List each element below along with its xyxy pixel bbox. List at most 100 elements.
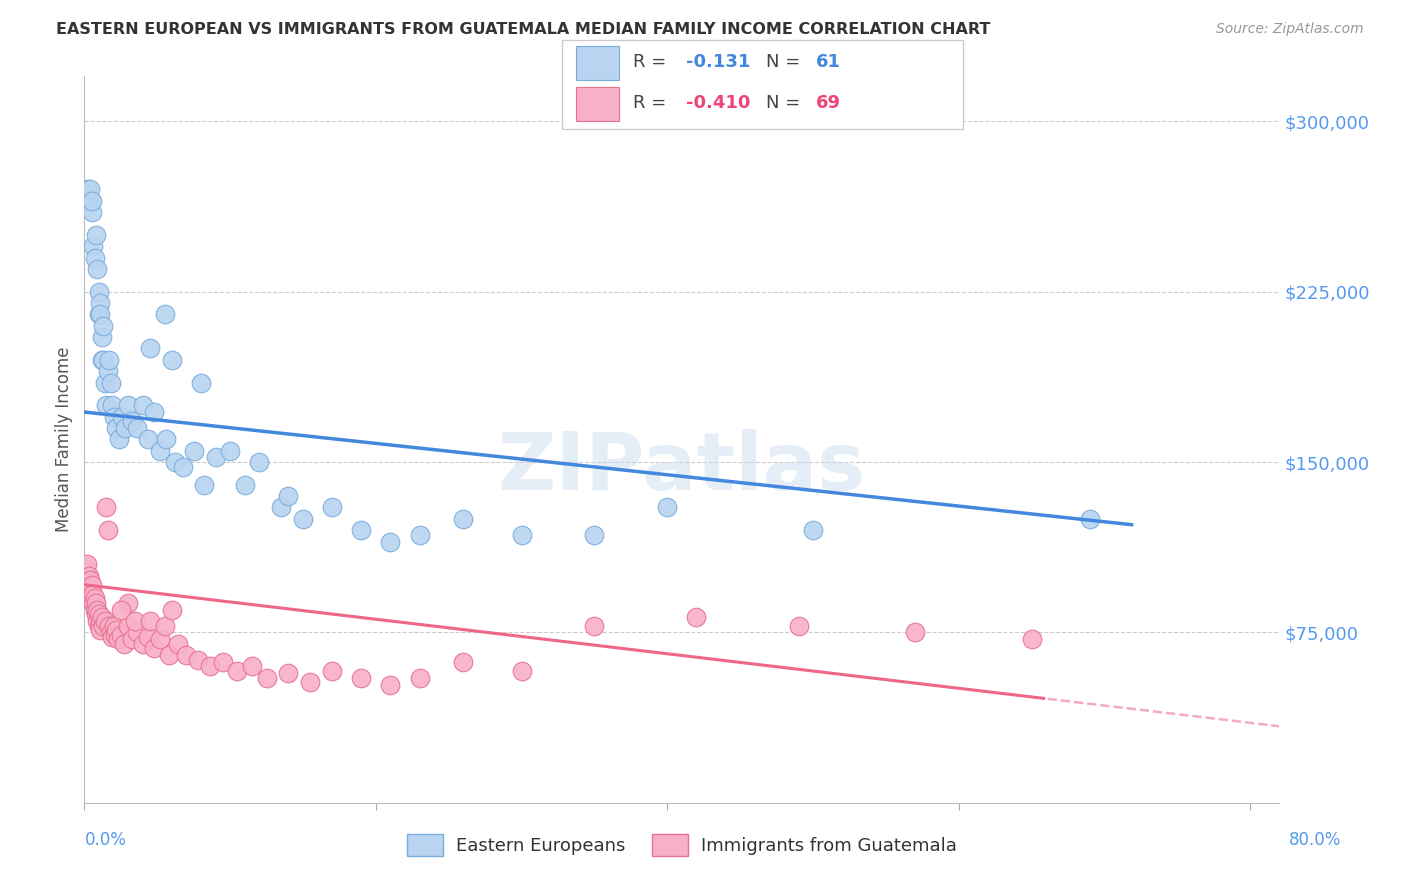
Point	[198, 659, 221, 673]
Point	[84, 227, 107, 242]
Text: 80.0%: 80.0%	[1288, 831, 1341, 849]
Text: -0.410: -0.410	[686, 94, 751, 112]
Point	[193, 477, 215, 491]
Point	[510, 527, 533, 541]
Point	[94, 376, 117, 390]
Point	[510, 664, 533, 678]
Point	[277, 489, 299, 503]
Point	[77, 194, 100, 208]
Point	[80, 205, 103, 219]
Point	[139, 614, 162, 628]
Legend: Eastern Europeans, Immigrants from Guatemala: Eastern Europeans, Immigrants from Guate…	[399, 826, 965, 863]
Point	[112, 637, 135, 651]
Text: 61: 61	[815, 53, 841, 70]
Point	[270, 500, 292, 515]
Point	[97, 364, 120, 378]
Point	[89, 623, 111, 637]
Point	[97, 523, 120, 537]
Text: R =: R =	[633, 94, 672, 112]
Point	[157, 648, 180, 662]
Point	[247, 455, 270, 469]
Point	[80, 591, 103, 606]
Point	[166, 637, 188, 651]
Point	[108, 432, 131, 446]
Point	[125, 625, 148, 640]
Point	[131, 637, 153, 651]
Point	[904, 625, 927, 640]
Point	[90, 352, 112, 367]
Point	[256, 671, 278, 685]
Point	[86, 614, 108, 628]
Point	[453, 655, 475, 669]
Point	[100, 376, 122, 390]
Point	[87, 285, 110, 299]
Point	[219, 443, 242, 458]
Point	[76, 182, 98, 196]
Point	[87, 618, 110, 632]
Point	[84, 607, 107, 622]
Point	[408, 671, 430, 685]
Point	[233, 477, 256, 491]
Point	[787, 618, 810, 632]
Point	[89, 614, 111, 628]
Point	[105, 421, 128, 435]
Text: Source: ZipAtlas.com: Source: ZipAtlas.com	[1216, 22, 1364, 37]
Point	[87, 607, 110, 622]
Point	[83, 591, 105, 606]
Text: R =: R =	[633, 53, 672, 70]
Point	[96, 500, 118, 515]
Y-axis label: Median Family Income: Median Family Income	[55, 347, 73, 532]
Point	[187, 653, 209, 667]
Point	[100, 625, 122, 640]
Text: 0.0%: 0.0%	[84, 831, 127, 849]
Point	[131, 398, 153, 412]
Point	[79, 587, 101, 601]
Point	[114, 421, 136, 435]
Point	[104, 628, 127, 642]
Point	[183, 443, 205, 458]
Point	[138, 432, 160, 446]
Point	[75, 562, 97, 576]
Point	[94, 614, 117, 628]
Text: ZIPatlas: ZIPatlas	[498, 429, 866, 508]
Point	[211, 655, 233, 669]
Point	[110, 603, 132, 617]
Point	[98, 618, 121, 632]
Point	[380, 534, 402, 549]
Point	[139, 342, 162, 356]
Point	[155, 432, 177, 446]
Point	[685, 609, 707, 624]
Text: N =: N =	[766, 94, 806, 112]
Point	[80, 578, 103, 592]
Point	[103, 618, 125, 632]
Point	[204, 450, 226, 465]
Point	[321, 664, 343, 678]
Point	[160, 352, 183, 367]
Point	[583, 618, 606, 632]
Point	[96, 398, 118, 412]
Point	[83, 603, 105, 617]
Point	[107, 632, 129, 647]
Point	[240, 659, 263, 673]
Point	[79, 182, 101, 196]
Point	[176, 648, 198, 662]
Point	[103, 409, 125, 424]
Point	[117, 596, 139, 610]
Point	[153, 307, 176, 321]
Point	[153, 618, 176, 632]
Point	[86, 603, 108, 617]
Point	[117, 398, 139, 412]
Point	[77, 568, 100, 582]
Point	[583, 527, 606, 541]
Point	[408, 527, 430, 541]
Point	[90, 330, 112, 344]
Point	[101, 398, 124, 412]
Point	[86, 261, 108, 276]
Point	[110, 628, 132, 642]
Point	[82, 239, 104, 253]
Point	[138, 630, 160, 644]
Point	[77, 580, 100, 594]
Point	[226, 664, 249, 678]
Point	[90, 609, 112, 624]
Point	[143, 641, 166, 656]
